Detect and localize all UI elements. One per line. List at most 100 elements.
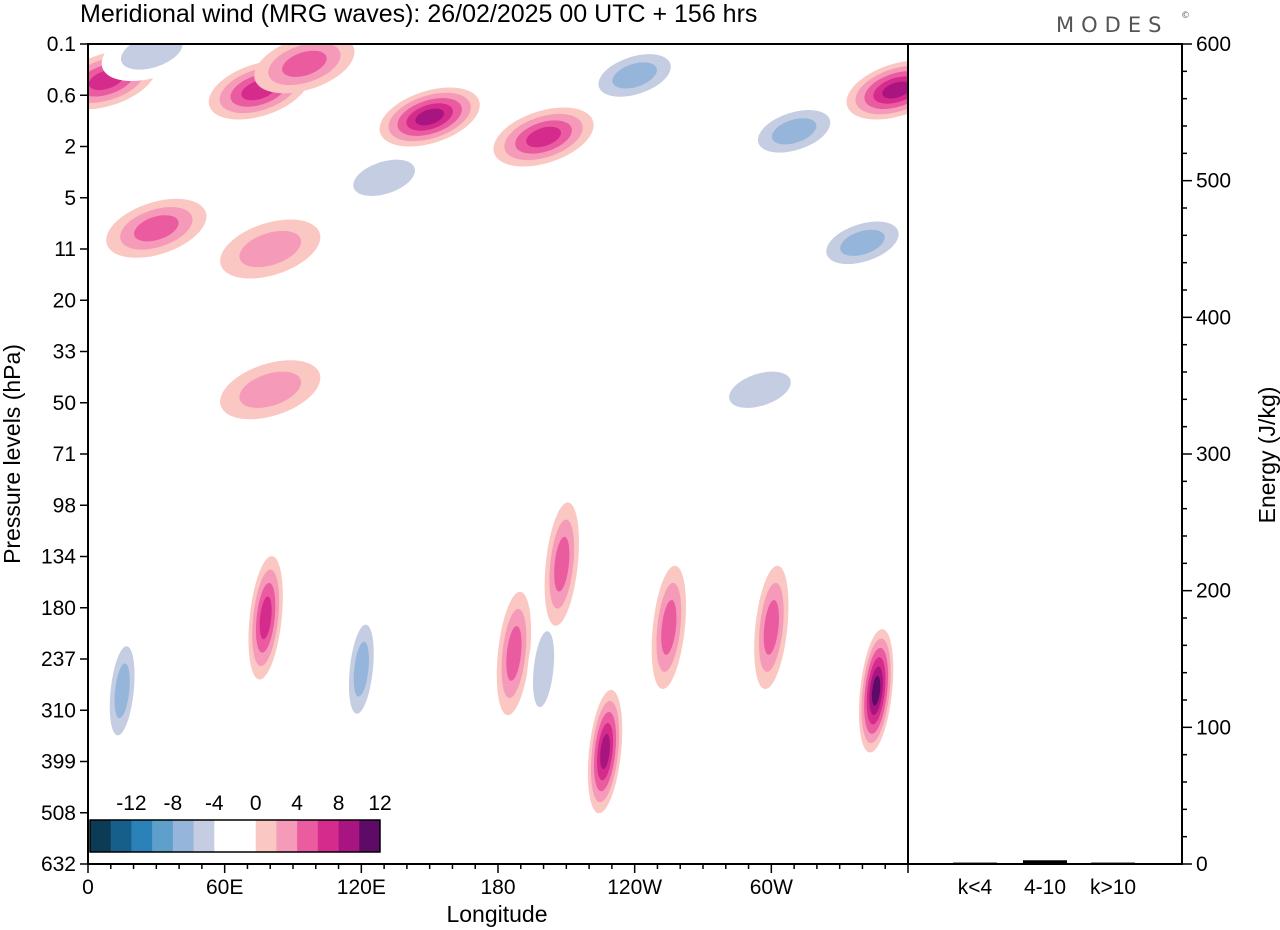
energy-tick-label: 500: [1196, 170, 1231, 193]
energy-bar: [1091, 862, 1135, 864]
contour-feature: [754, 565, 789, 690]
x-tick-label: 0: [82, 876, 94, 899]
energy-bar: [953, 862, 997, 864]
colorbar-swatch: [297, 820, 319, 852]
colorbar-swatch: [276, 820, 298, 852]
contour-band: [532, 631, 555, 708]
contour-band: [661, 599, 677, 655]
colorbar-swatch: [235, 820, 257, 852]
contour-band: [415, 108, 444, 126]
contour-band: [353, 159, 415, 196]
contour-feature: [584, 45, 685, 105]
contour-feature: [299, 83, 401, 142]
contour-feature: [493, 107, 594, 167]
energy-tick-label: 400: [1196, 306, 1231, 329]
contour-feature: [334, 148, 435, 208]
contour-fill-layer: [88, 44, 908, 814]
y-tick-label: 20: [53, 289, 76, 312]
y-tick-label: 11: [54, 238, 76, 261]
contour-feature: [248, 556, 283, 680]
contour-band: [612, 62, 657, 89]
energy-bar: [1023, 860, 1067, 864]
longitude-axis: 0 60E 120E 180 120W 60W: [82, 864, 909, 899]
contour-band: [353, 641, 369, 697]
y-tick-label: 134: [41, 546, 76, 569]
contour-band: [771, 118, 817, 145]
brand-logo: MODES: [1056, 13, 1168, 37]
heatmap-plot: 0.1 0.6 2 5 11 20 33 50 71 98 134 180 237 310 399 508 63…: [0, 33, 909, 927]
contour-band: [299, 83, 401, 142]
contour-band: [600, 733, 610, 770]
contour-feature: [709, 360, 811, 420]
x-tick-label: 120E: [337, 876, 386, 899]
energy-tick-label: 200: [1196, 580, 1231, 603]
contour-band: [239, 230, 302, 268]
energy-tick-label: 600: [1196, 33, 1231, 56]
y-tick-label: 2: [64, 136, 76, 159]
energy-bar-panel: 0 100 200 300 400 500 600 k<4 4-10 k>10 Energy (…: [907, 33, 1280, 899]
contour-feature: [104, 629, 140, 753]
contour-feature: [496, 591, 532, 716]
contour-feature: [858, 629, 894, 753]
contour-feature: [220, 219, 321, 279]
colorbar-label: -4: [205, 792, 224, 815]
colorbar-swatch: [90, 820, 112, 852]
contour-feature: [254, 44, 355, 94]
energy-category-label: k<4: [958, 876, 993, 899]
y-tick-label: 71: [53, 443, 76, 466]
contour-band: [840, 229, 885, 256]
contour-feature: [106, 198, 207, 258]
contour-band: [526, 126, 561, 148]
contour-band: [259, 596, 272, 640]
contour-band: [554, 536, 570, 592]
energy-panel-frame: [907, 43, 1183, 865]
energy-tick-label: 0: [1196, 853, 1208, 876]
energy-categories: k<4 4-10 k>10: [958, 876, 1136, 899]
colorbar-swatch: [172, 820, 195, 852]
y-tick-label: 33: [53, 341, 76, 364]
colorbar-label: 8: [333, 792, 345, 815]
energy-tick-label: 100: [1196, 716, 1231, 739]
contour-feature: [526, 607, 561, 731]
contour-feature: [379, 87, 480, 147]
x-tick-label: 60W: [750, 876, 793, 899]
chart-title: Meridional wind (MRG waves): 26/02/2025 …: [80, 0, 757, 28]
colorbar-swatch: [131, 820, 153, 852]
y-tick-label: 50: [53, 392, 76, 415]
y-tick-label: 632: [41, 853, 76, 876]
energy-tick-label: 300: [1196, 443, 1231, 466]
contour-feature: [587, 689, 623, 814]
y-tick-label: 237: [41, 648, 76, 671]
pressure-axis: 0.1 0.6 2 5 11 20 33 50 71 98 134 180 237 310 399 508 63…: [41, 33, 88, 876]
colorbar-swatch: [359, 820, 381, 852]
contour-band: [239, 371, 302, 408]
energy-axis: 0 100 200 300 400 500 600: [1182, 33, 1231, 876]
energy-bars: [953, 860, 1135, 864]
colorbar-labels: -12 -8 -4 0 4 8 12: [116, 792, 391, 815]
y-tick-label: 180: [41, 597, 76, 620]
colorbar-label: 12: [368, 792, 391, 815]
x-tick-label: 60E: [206, 876, 243, 899]
contour-feature: [812, 213, 908, 273]
contour-feature: [651, 565, 687, 690]
colorbar-swatch: [193, 820, 215, 852]
x-axis-label: Longitude: [446, 901, 547, 927]
contour-band: [282, 50, 327, 77]
contour-band: [871, 675, 881, 706]
contour-feature: [744, 101, 845, 161]
y-tick-label: 399: [41, 751, 76, 774]
colorbar-swatch: [152, 820, 174, 852]
energy-category-label: k>10: [1090, 876, 1136, 899]
contour-band: [729, 371, 791, 408]
contour-band: [120, 44, 183, 70]
contour-band: [114, 663, 130, 719]
x-tick-label: 180: [480, 876, 515, 899]
colorbar: -12 -8 -4 0 4 8 12: [89, 792, 392, 853]
y-tick-label: 310: [41, 699, 76, 722]
colorbar-swatches: [90, 820, 381, 852]
colorbar-swatch: [338, 820, 360, 852]
x-tick-label: 120W: [607, 876, 662, 899]
colorbar-swatch: [317, 820, 340, 852]
y-axis-label: Pressure levels (hPa): [0, 344, 25, 564]
